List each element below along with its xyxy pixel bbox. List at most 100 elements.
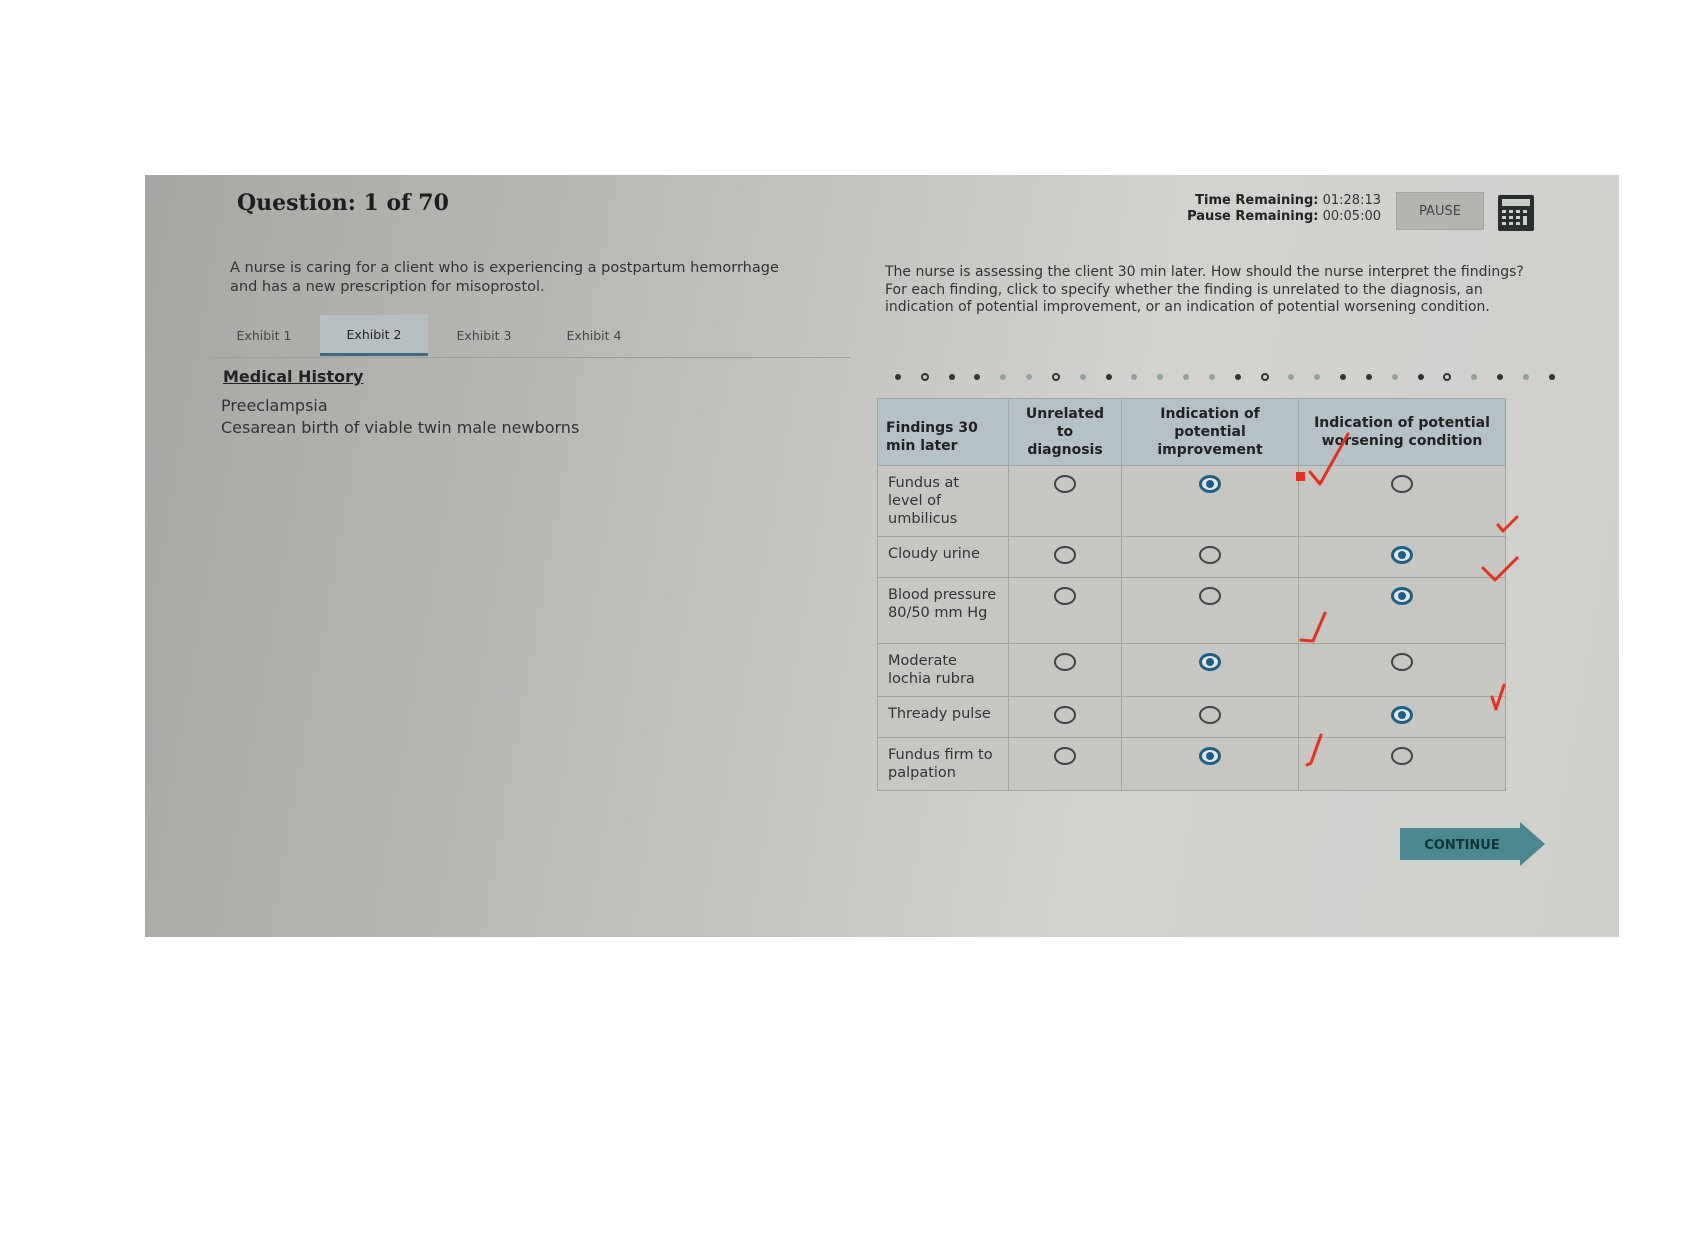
cell-worsening	[1298, 536, 1506, 578]
pause-remaining-label: Pause Remaining:	[1187, 209, 1319, 224]
dot	[1443, 373, 1452, 381]
cell-improvement	[1121, 643, 1299, 697]
question-counter: Question: 1 of 70	[237, 190, 449, 216]
dot	[1208, 374, 1215, 380]
pause-button[interactable]: PAUSE	[1396, 192, 1484, 230]
dot	[1234, 374, 1241, 380]
dot	[1051, 373, 1060, 381]
dot	[974, 374, 981, 380]
finding-row: Moderate lochia rubra	[877, 643, 1506, 697]
finding-label: Cloudy urine	[877, 536, 1009, 578]
radio-worsening[interactable]	[1391, 653, 1413, 671]
dot	[1340, 374, 1347, 380]
radio-improvement[interactable]	[1199, 747, 1221, 765]
finding-label: Thready pulse	[877, 696, 1009, 738]
cell-improvement	[1121, 696, 1299, 738]
dot	[1471, 374, 1478, 380]
cell-worsening	[1298, 577, 1506, 644]
radio-worsening[interactable]	[1391, 747, 1413, 765]
dot	[1522, 374, 1529, 380]
cell-unrelated	[1008, 465, 1122, 537]
cell-improvement	[1121, 465, 1299, 537]
cell-improvement	[1121, 536, 1299, 578]
dot	[1000, 374, 1007, 380]
finding-row: Fundus at level of umbilicus	[877, 465, 1506, 537]
dot	[1131, 374, 1138, 380]
radio-unrelated[interactable]	[1054, 546, 1076, 564]
header-worsening: Indication of potential worsening condit…	[1298, 398, 1506, 466]
dot	[1157, 374, 1164, 380]
findings-matrix: Findings 30 min later Unrelated to diagn…	[877, 398, 1506, 791]
radio-worsening[interactable]	[1391, 706, 1413, 724]
dot	[1079, 374, 1086, 380]
cell-worsening	[1298, 737, 1506, 791]
cell-unrelated	[1008, 577, 1122, 644]
radio-worsening[interactable]	[1391, 475, 1413, 493]
dot	[1365, 374, 1372, 380]
radio-unrelated[interactable]	[1054, 653, 1076, 671]
finding-label: Fundus at level of umbilicus	[877, 465, 1009, 537]
cell-worsening	[1298, 465, 1506, 537]
scenario-text: A nurse is caring for a client who is ex…	[230, 260, 779, 295]
medical-history-title: Medical History	[223, 367, 364, 386]
continue-button[interactable]: CONTINUE	[1400, 822, 1550, 866]
radio-worsening[interactable]	[1391, 587, 1413, 605]
radio-improvement[interactable]	[1199, 546, 1221, 564]
cell-unrelated	[1008, 536, 1122, 578]
header-findings: Findings 30 min later	[877, 398, 1009, 466]
exhibit-tabs: Exhibit 1 Exhibit 2 Exhibit 3 Exhibit 4	[210, 315, 850, 358]
dot	[1026, 374, 1033, 380]
dot	[1314, 374, 1321, 380]
dot	[1183, 374, 1190, 380]
dot	[895, 374, 901, 380]
tab-exhibit-4[interactable]: Exhibit 4	[566, 327, 622, 343]
tab-exhibit-2[interactable]: Exhibit 2	[320, 315, 428, 356]
radio-unrelated[interactable]	[1054, 475, 1076, 493]
question-instructions: For each finding, click to specify wheth…	[885, 281, 1490, 316]
tab-exhibit-1[interactable]: Exhibit 1	[236, 327, 292, 343]
cell-improvement	[1121, 737, 1299, 791]
radio-unrelated[interactable]	[1054, 747, 1076, 765]
cell-unrelated	[1008, 737, 1122, 791]
finding-row: Cloudy urine	[877, 536, 1506, 578]
dot	[920, 373, 929, 381]
dot	[1497, 374, 1504, 380]
cell-worsening	[1298, 643, 1506, 697]
exam-screen: Question: 1 of 70 Time Remaining: 01:28:…	[145, 175, 1619, 937]
radio-unrelated[interactable]	[1054, 587, 1076, 605]
continue-label: CONTINUE	[1424, 838, 1500, 853]
finding-row: Thready pulse	[877, 696, 1506, 738]
cell-worsening	[1298, 696, 1506, 738]
dot	[948, 374, 955, 380]
radio-unrelated[interactable]	[1054, 706, 1076, 724]
dot	[1417, 374, 1424, 380]
finding-label: Moderate lochia rubra	[877, 643, 1009, 697]
header-improvement: Indication of potential improvement	[1121, 398, 1299, 466]
question-line: The nurse is assessing the client 30 min…	[885, 264, 1524, 280]
pause-remaining-value: 00:05:00	[1322, 209, 1381, 224]
header-unrelated: Unrelated to diagnosis	[1008, 398, 1122, 466]
finding-label: Blood pressure 80/50 mm Hg	[877, 577, 1009, 644]
history-item: Preeclampsia	[221, 396, 328, 415]
radio-worsening[interactable]	[1391, 546, 1413, 564]
dot	[1548, 374, 1555, 380]
dot	[1105, 374, 1112, 380]
finding-row: Blood pressure 80/50 mm Hg	[877, 577, 1506, 644]
medical-history-list: Preeclampsia Cesarean birth of viable tw…	[221, 395, 579, 439]
dot	[1260, 373, 1269, 381]
radio-improvement[interactable]	[1199, 475, 1221, 493]
tab-exhibit-3[interactable]: Exhibit 3	[456, 327, 512, 343]
cell-unrelated	[1008, 696, 1122, 738]
screen-moire-dots	[895, 373, 1555, 381]
radio-improvement[interactable]	[1199, 653, 1221, 671]
finding-row: Fundus firm to palpation	[877, 737, 1506, 791]
radio-improvement[interactable]	[1199, 706, 1221, 724]
question-text: The nurse is assessing the client 30 min…	[885, 264, 1525, 317]
radio-improvement[interactable]	[1199, 587, 1221, 605]
dot	[1288, 374, 1295, 380]
cell-improvement	[1121, 577, 1299, 644]
timers: Time Remaining: 01:28:13 Pause Remaining…	[1187, 193, 1381, 225]
dot	[1391, 374, 1398, 380]
calculator-icon[interactable]	[1496, 195, 1536, 231]
time-remaining-label: Time Remaining:	[1195, 193, 1319, 208]
